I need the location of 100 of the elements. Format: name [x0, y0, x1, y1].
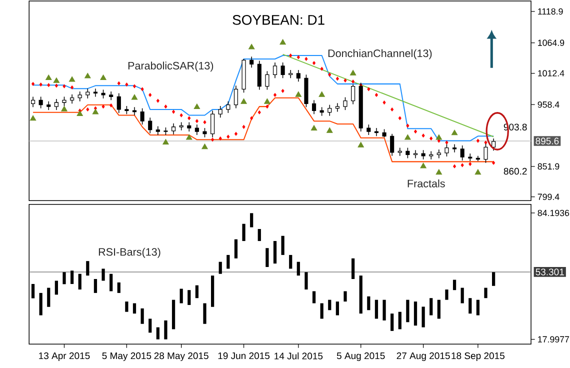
bar: [86, 261, 90, 276]
ref-line-label: 895.6: [536, 138, 559, 144]
point: [344, 78, 347, 82]
bar: [203, 303, 206, 324]
bar: [374, 300, 378, 319]
y-tick-label: 17.9977: [538, 336, 570, 343]
x-tick-label: 19 Jun 2015: [218, 352, 270, 360]
series-label: ParabolicSAR(13): [128, 62, 214, 72]
bar: [188, 290, 191, 306]
bar: [289, 255, 292, 269]
point: [281, 89, 284, 93]
point: [280, 39, 286, 45]
candlestick: [148, 117, 152, 134]
point: [195, 119, 198, 124]
bar: [430, 298, 433, 316]
point: [240, 98, 247, 104]
point: [414, 130, 417, 134]
point: [47, 83, 50, 88]
point: [352, 80, 355, 84]
point: [296, 55, 300, 60]
point: [76, 110, 83, 116]
point: [422, 134, 425, 138]
point: [53, 78, 60, 83]
bar: [296, 262, 300, 276]
bar: [195, 285, 199, 298]
point: [92, 108, 99, 114]
bar: [328, 300, 332, 310]
point: [474, 169, 482, 175]
series-label: DonchianChannel(13): [328, 49, 432, 60]
candlestick: [93, 88, 98, 98]
point: [295, 91, 302, 97]
point: [374, 93, 378, 97]
point: [382, 100, 386, 104]
point: [358, 142, 364, 148]
bar: [320, 303, 324, 319]
bar: [437, 300, 440, 319]
y-tick-label: 84.1936: [538, 210, 570, 216]
candlestick: [78, 91, 82, 102]
bar: [102, 268, 105, 281]
bar: [476, 300, 480, 316]
candlestick: [109, 91, 114, 101]
bar: [132, 303, 136, 314]
point: [180, 113, 183, 118]
y-tick-label: 1118.9: [538, 8, 563, 15]
bar: [406, 300, 410, 322]
point: [336, 76, 339, 81]
y-tick-label: 958.4: [538, 102, 560, 108]
point: [218, 136, 222, 140]
point: [70, 86, 74, 90]
y-tick-label: 851.9: [538, 163, 560, 170]
text: 860.2: [504, 168, 527, 175]
point: [202, 144, 208, 150]
bar: [110, 274, 113, 292]
bar: [414, 302, 418, 326]
bar: [312, 291, 316, 304]
point: [46, 74, 52, 80]
candlestick: [54, 98, 58, 110]
x-tick-label: 27 Aug 2015: [396, 352, 450, 362]
point: [62, 84, 66, 88]
point: [430, 136, 433, 140]
candlestick: [280, 62, 285, 79]
x-tick-label: 14 Jul 2015: [274, 352, 323, 360]
candlestick: [70, 94, 74, 104]
candlestick: [492, 138, 496, 152]
bar: [468, 298, 472, 314]
point: [274, 93, 276, 97]
bar: [273, 241, 277, 264]
candlestick: [202, 128, 207, 138]
bar: [367, 296, 370, 310]
candlestick: [257, 60, 262, 90]
candlestick: [156, 126, 160, 136]
y-tick-label: 1064.9: [538, 40, 564, 46]
candlestick: [460, 145, 464, 161]
point: [211, 138, 214, 142]
point: [39, 82, 42, 86]
candlestick: [187, 122, 192, 132]
ref-line-label: 53.301: [536, 268, 564, 276]
point: [242, 125, 246, 129]
bar: [234, 239, 238, 258]
point: [304, 57, 308, 61]
bar: [382, 300, 386, 320]
x-tick-label: 13 Apr 2015: [39, 352, 90, 362]
bar: [359, 276, 362, 314]
bar: [172, 300, 176, 330]
point: [320, 67, 324, 71]
point: [102, 104, 105, 109]
candlestick: [413, 150, 418, 159]
point: [289, 54, 292, 58]
point: [186, 134, 192, 140]
bar: [54, 280, 58, 295]
bar: [250, 213, 254, 228]
bar: [452, 280, 456, 290]
bar: [180, 288, 183, 304]
bar: [125, 302, 128, 312]
point: [404, 134, 411, 140]
point: [100, 74, 106, 80]
candlestick: [250, 56, 254, 68]
point: [86, 108, 90, 112]
point: [248, 44, 255, 50]
point: [436, 169, 442, 175]
